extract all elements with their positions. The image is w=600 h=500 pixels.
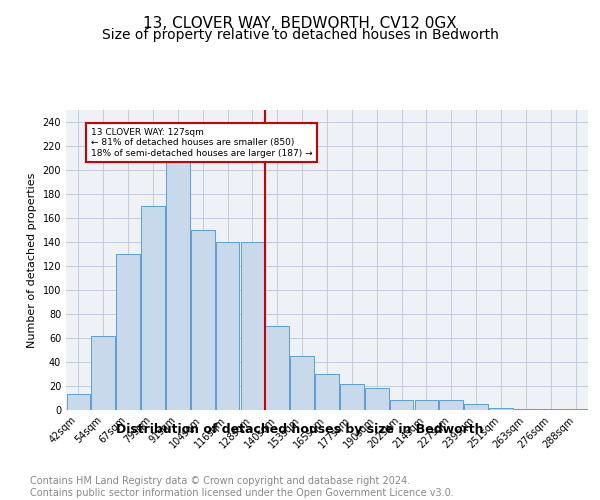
Bar	[141, 206, 165, 410]
Bar	[539, 409, 563, 410]
Bar	[390, 400, 413, 410]
Text: 13 CLOVER WAY: 127sqm
← 81% of detached houses are smaller (850)
18% of semi-det: 13 CLOVER WAY: 127sqm ← 81% of detached …	[91, 128, 313, 158]
Bar	[315, 374, 339, 410]
Bar	[464, 404, 488, 410]
Bar	[514, 409, 538, 410]
Bar	[216, 242, 239, 410]
Text: Contains HM Land Registry data © Crown copyright and database right 2024.
Contai: Contains HM Land Registry data © Crown c…	[30, 476, 454, 498]
Bar	[564, 409, 587, 410]
Y-axis label: Number of detached properties: Number of detached properties	[27, 172, 37, 348]
Bar	[365, 388, 389, 410]
Bar	[166, 140, 190, 410]
Bar	[116, 254, 140, 410]
Bar	[290, 356, 314, 410]
Bar	[265, 326, 289, 410]
Text: Distribution of detached houses by size in Bedworth: Distribution of detached houses by size …	[116, 422, 484, 436]
Text: 13, CLOVER WAY, BEDWORTH, CV12 0GX: 13, CLOVER WAY, BEDWORTH, CV12 0GX	[143, 16, 457, 31]
Bar	[67, 394, 90, 410]
Bar	[439, 400, 463, 410]
Bar	[415, 400, 438, 410]
Bar	[191, 230, 215, 410]
Bar	[489, 408, 513, 410]
Bar	[340, 384, 364, 410]
Bar	[241, 242, 264, 410]
Text: Size of property relative to detached houses in Bedworth: Size of property relative to detached ho…	[101, 28, 499, 42]
Bar	[91, 336, 115, 410]
